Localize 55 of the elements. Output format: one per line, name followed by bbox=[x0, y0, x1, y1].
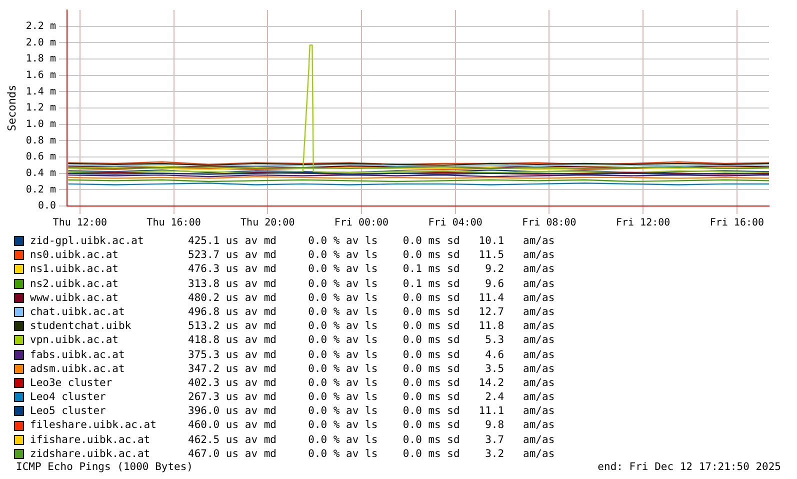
x-tick-label: Thu 12:00 bbox=[52, 218, 107, 229]
legend-label: chat.uibk.ac.at bbox=[30, 304, 126, 320]
y-tick-label: 0.6 m bbox=[26, 152, 56, 163]
text: 396.0 us av md 0.0 % av ls 0.0 ms sd 11.1 am/as bbox=[188, 404, 555, 418]
text: 375.3 us av md 0.0 % av ls 0.0 ms sd 4.6 am/as bbox=[188, 348, 555, 362]
legend-label: fabs.uibk.ac.at bbox=[30, 348, 126, 362]
legend-label: fileshare.uibk.ac.at bbox=[30, 418, 158, 433]
legend-label: studentchat.uibk bbox=[30, 319, 132, 334]
text: 418.8 us av md 0.0 % av ls 0.0 ms sd 5.3 am/as bbox=[188, 333, 555, 348]
x-tick-label: Thu 16:00 bbox=[146, 218, 201, 229]
y-tick-label: 0.2 m bbox=[26, 184, 56, 196]
text: end: Fri Dec 12 17:21:50 2025 bbox=[598, 461, 781, 473]
legend-label: ns1.uibk.ac.at bbox=[30, 262, 120, 277]
text: 267.3 us av md 0.0 % av ls 0.0 ms sd 2.4 am/as bbox=[188, 390, 555, 404]
x-tick-label: Fri 08:00 bbox=[522, 218, 576, 229]
y-tick-label: 2.0 m bbox=[26, 37, 56, 48]
y-tick-label: 2.2 m bbox=[26, 20, 56, 32]
x-tick-label: Fri 00:00 bbox=[334, 218, 389, 229]
legend-label: ns2.uibk.ac.at bbox=[30, 276, 120, 291]
y-tick-label: 1.6 m bbox=[26, 70, 56, 81]
text: 523.7 us av md 0.0 % av ls 0.0 ms sd 11.5 am/as bbox=[188, 248, 555, 262]
legend-label: Leo5 cluster bbox=[30, 404, 107, 418]
y-tick-label: 1.2 m bbox=[26, 102, 56, 114]
legend-label: zidshare.uibk.ac.at bbox=[30, 446, 152, 462]
y-tick-label: 1.0 m bbox=[26, 118, 56, 130]
y-tick-label: 0.4 m bbox=[26, 168, 56, 179]
y-tick-label: 0.0 bbox=[38, 200, 56, 212]
text: 467.0 us av md 0.0 % av ls 0.0 ms sd 3.2 am/as bbox=[188, 446, 555, 462]
text: 425.1 us av md 0.0 % av ls 0.0 ms sd 10.1 am/as bbox=[188, 234, 555, 248]
x-tick-label: Fri 12:00 bbox=[616, 218, 670, 229]
x-tick-label: Fri 16:00 bbox=[710, 218, 764, 229]
text: 313.8 us av md 0.0 % av ls 0.1 ms sd 9.6 am/as bbox=[188, 276, 555, 291]
text: 402.3 us av md 0.0 % av ls 0.0 ms sd 14.2 am/as bbox=[188, 376, 555, 390]
legend-label: www.uibk.ac.at bbox=[30, 290, 120, 305]
text: ICMP Echo Pings (1000 Bytes) bbox=[16, 461, 194, 473]
legend-label: vpn.uibk.ac.at bbox=[30, 333, 120, 348]
legend-label: adsm.uibk.ac.at bbox=[30, 362, 126, 376]
text: 480.2 us av md 0.0 % av ls 0.0 ms sd 11.4 am/as bbox=[188, 290, 555, 305]
text: 347.2 us av md 0.0 % av ls 0.0 ms sd 3.5 am/as bbox=[188, 362, 555, 376]
legend-label: zid-gpl.uibk.ac.at bbox=[30, 234, 145, 248]
text: 513.2 us av md 0.0 % av ls 0.0 ms sd 11.8 am/as bbox=[188, 319, 555, 334]
legend-label: Leo4 cluster bbox=[30, 390, 107, 404]
legend-label: Leo3e cluster bbox=[30, 376, 114, 390]
y-tick-label: 1.8 m bbox=[26, 54, 56, 65]
x-tick-label: Thu 20:00 bbox=[240, 218, 295, 229]
x-tick-label: Fri 04:00 bbox=[428, 218, 482, 229]
text: 476.3 us av md 0.0 % av ls 0.1 ms sd 9.2 am/as bbox=[188, 262, 555, 277]
y-tick-label: 0.8 m bbox=[26, 135, 56, 146]
legend-label: ns0.uibk.ac.at bbox=[30, 248, 120, 262]
text: 496.8 us av md 0.0 % av ls 0.0 ms sd 12.7 am/as bbox=[188, 304, 555, 320]
y-tick-label: 1.4 m bbox=[26, 86, 56, 98]
y-axis-title: Seconds bbox=[5, 84, 18, 132]
text: 462.5 us av md 0.0 % av ls 0.0 ms sd 3.7 am/as bbox=[188, 432, 555, 447]
legend-label: ifishare.uibk.ac.at bbox=[30, 432, 152, 447]
text: 460.0 us av md 0.0 % av ls 0.0 ms sd 9.8 am/as bbox=[188, 418, 555, 433]
